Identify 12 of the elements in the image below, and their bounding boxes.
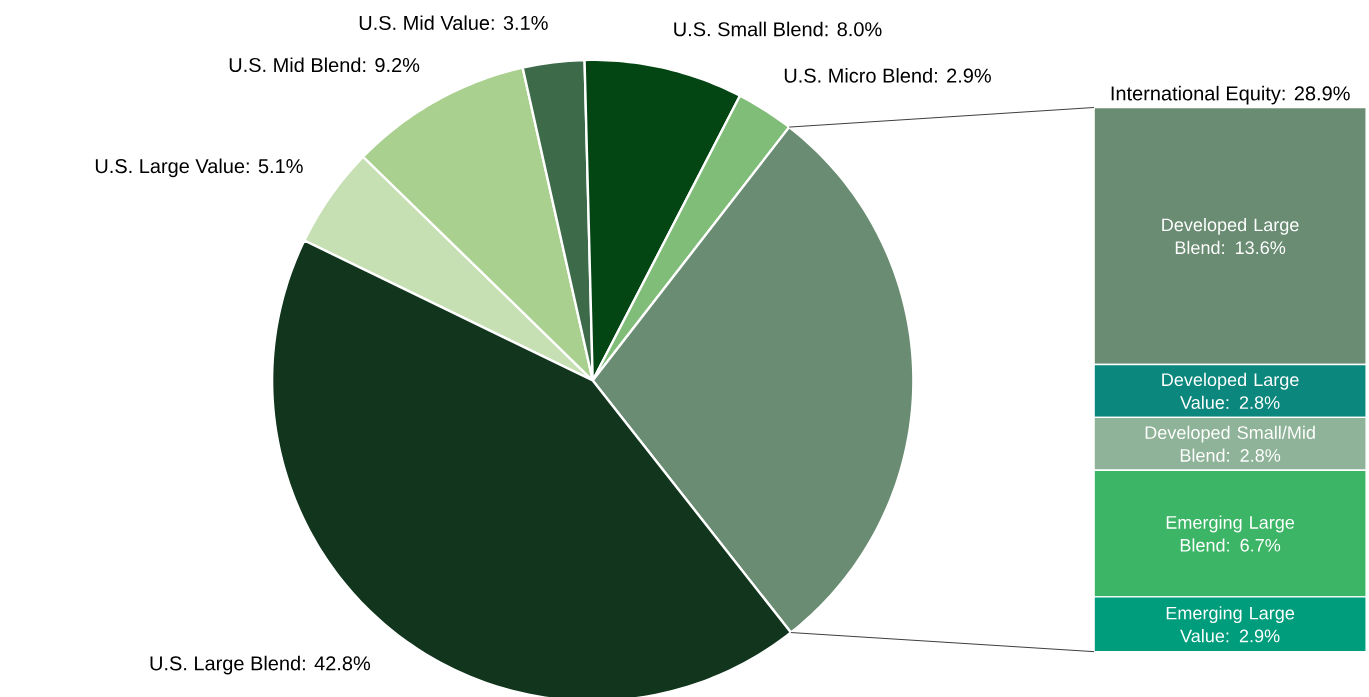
- data-label: Emerging Large Blend: 6.7%: [1166, 515, 1295, 552]
- data-label: Developed Large Value: 2.8%: [1162, 372, 1299, 409]
- slice-label: International Equity: 28.9%: [1111, 85, 1350, 105]
- slice-label: U.S. Mid Blend: 9.2%: [229, 57, 420, 72]
- slice-label: U.S. Large Blend: 42.8%: [150, 655, 371, 675]
- slice-label: U.S. Micro Blend: 2.9%: [784, 67, 991, 83]
- slice-label: U.S. Small Blend: 8.0%: [674, 21, 882, 37]
- data-label: Developed Small/Mid Blend: 2.8%: [1145, 425, 1315, 462]
- slice-label: U.S. Large Value: 5.1%: [95, 158, 303, 177]
- data-label: Developed Large Blend: 13.6%: [1162, 217, 1299, 254]
- slice-label: U.S. Mid Value: 3.1%: [359, 15, 548, 30]
- data-label: Emerging Large Value: 2.9%: [1166, 606, 1295, 643]
